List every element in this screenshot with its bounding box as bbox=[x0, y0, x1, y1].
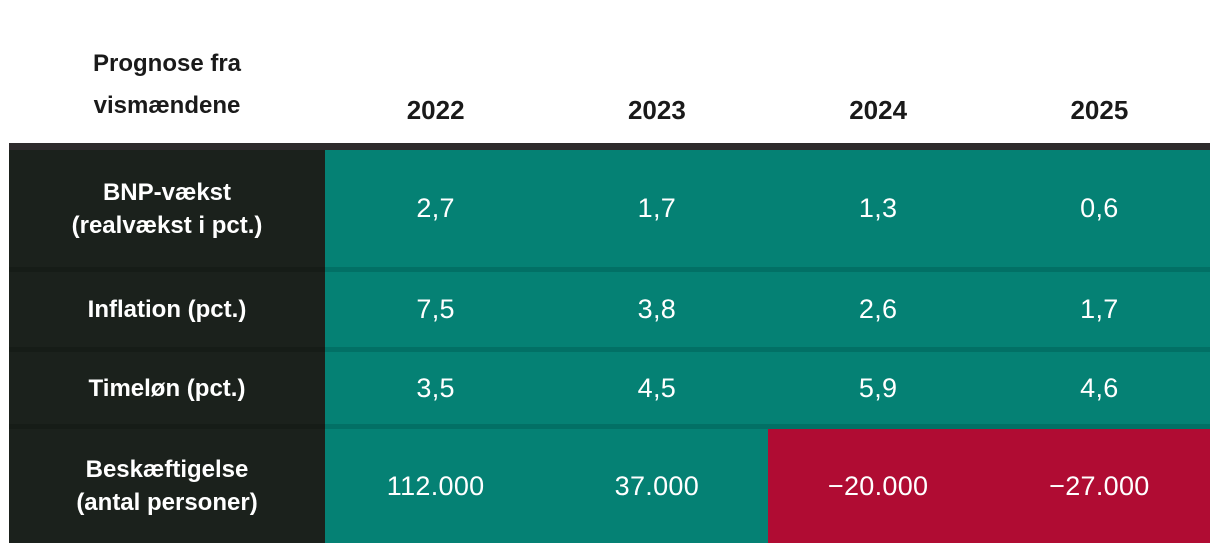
table-top-bar bbox=[9, 143, 1210, 150]
value-cell: 112.000 bbox=[325, 424, 547, 543]
value-cell: 2,7 bbox=[325, 150, 547, 267]
row-label: Timeløn (pct.) bbox=[9, 347, 325, 424]
column-header-2023: 2023 bbox=[546, 0, 768, 143]
table-title: Prognose fra vismændene bbox=[93, 43, 241, 127]
table-title-line2: vismændene bbox=[93, 92, 241, 119]
row-label: Beskæftigelse (antal personer) bbox=[9, 424, 325, 543]
value-cell: 1,3 bbox=[767, 150, 989, 267]
row-label-line1: Beskæftigelse bbox=[85, 456, 249, 483]
corner-title-cell: Prognose fra vismændene bbox=[9, 0, 325, 143]
column-header-2025: 2025 bbox=[988, 0, 1210, 143]
column-header-2022: 2022 bbox=[325, 0, 547, 143]
year-label: 2023 bbox=[627, 95, 686, 125]
row-label-line2: (antal personer) bbox=[76, 489, 258, 516]
table-row-inflation: Inflation (pct.) 7,5 3,8 2,6 1,7 bbox=[9, 267, 1210, 347]
table-row-bnp: BNP-vækst (realvækst i pct.) 2,7 1,7 1,3… bbox=[9, 150, 1210, 267]
row-label: BNP-vækst (realvækst i pct.) bbox=[9, 150, 325, 267]
value-cell-negative: −20.000 bbox=[767, 424, 989, 543]
value-cell: 5,9 bbox=[767, 347, 989, 424]
value-cell: 4,5 bbox=[546, 347, 768, 424]
year-label: 2024 bbox=[849, 95, 908, 125]
value-cell: 1,7 bbox=[546, 150, 768, 267]
value-cell: 3,8 bbox=[546, 267, 768, 347]
row-label: Inflation (pct.) bbox=[9, 267, 325, 347]
forecast-table: Prognose fra vismændene 2022 2023 2024 2… bbox=[9, 0, 1210, 543]
value-cell: 2,6 bbox=[767, 267, 989, 347]
value-cell: 4,6 bbox=[988, 347, 1210, 424]
row-label-line1: Inflation (pct.) bbox=[87, 296, 247, 323]
value-cell: 37.000 bbox=[546, 424, 768, 543]
table-title-line1: Prognose fra bbox=[92, 50, 242, 77]
value-cell-negative: −27.000 bbox=[988, 424, 1210, 543]
value-cell: 7,5 bbox=[325, 267, 547, 347]
row-label-line1: Timeløn (pct.) bbox=[88, 374, 246, 402]
value-cell: 1,7 bbox=[988, 267, 1210, 347]
value-cell: 0,6 bbox=[988, 150, 1210, 267]
year-label: 2022 bbox=[406, 95, 465, 125]
year-label: 2025 bbox=[1070, 95, 1129, 125]
row-label-line1: BNP-vækst bbox=[102, 178, 232, 206]
table-row-timelon: Timeløn (pct.) 3,5 4,5 5,9 4,6 bbox=[9, 347, 1210, 424]
table-row-beskaeftigelse: Beskæftigelse (antal personer) 112.000 3… bbox=[9, 424, 1210, 543]
column-header-2024: 2024 bbox=[767, 0, 989, 143]
row-label-line2: (realvækst i pct.) bbox=[71, 211, 263, 239]
table-header-row: Prognose fra vismændene 2022 2023 2024 2… bbox=[9, 0, 1210, 143]
value-cell: 3,5 bbox=[325, 347, 547, 424]
